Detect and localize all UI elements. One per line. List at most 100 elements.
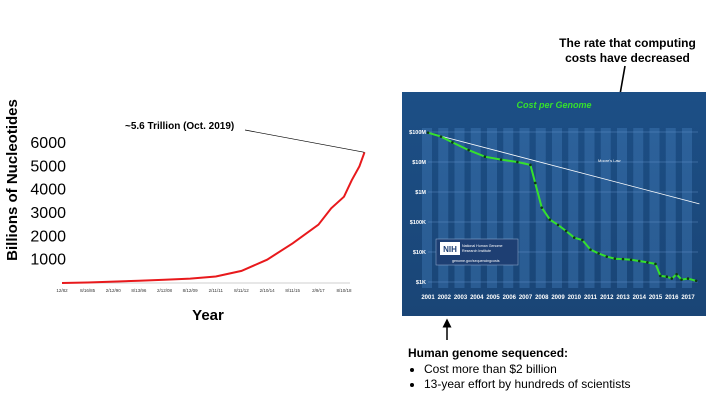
cost-data-point [646,261,649,264]
cost-data-point [451,141,454,144]
x-tick-label: 2013 [616,295,630,301]
x-tick-label: 2/10/14 [260,288,276,293]
x-tick-label: 2/12/08 [157,288,173,293]
x-tick-label: 2/11/11 [209,288,224,293]
year-band [665,128,676,288]
x-tick-label: 2017 [681,295,695,301]
year-band [552,128,562,288]
x-tick-label: 2009 [551,295,565,301]
annotation-label: ~5.6 Trillion (Oct. 2019) [125,121,234,132]
x-tick-label: 8/11/12 [234,288,249,293]
cost-data-point [467,148,470,152]
nih-logo-text: NIH [443,245,457,254]
x-tick-label: 2012 [600,295,614,301]
callout-line-2: costs have decreased [565,51,690,65]
year-band [438,128,449,288]
x-tick-label: 2005 [486,295,500,301]
year-band [649,128,660,288]
x-tick-label: 2/12/90 [106,288,122,293]
year-band [617,128,627,288]
year-band [600,128,611,288]
genome-facts: Human genome sequenced: Cost more than $… [408,346,631,392]
cost-data-point [564,229,568,233]
x-tick-label: 2003 [454,295,468,301]
cost-data-point [483,155,487,159]
facts-heading: Human genome sequenced: [408,346,569,360]
cost-data-point [533,181,537,185]
nucleotides-series-line [61,151,366,284]
x-tick-label: 2011 [584,295,598,301]
cost-data-point [694,279,698,283]
year-2001-arrow [442,318,452,340]
cost-data-point [613,257,617,260]
year-band [487,128,497,288]
nih-logo-icon [440,242,460,255]
x-axis-label: Year [192,307,224,324]
cost-data-point [670,277,674,280]
cost-data-point [680,278,683,281]
y-tick-label-1000: 1000 [30,252,66,269]
year-band [568,128,579,288]
cost-per-genome-chart: $100M$10M$1M$100K$10K$1K 2001 2002 2003 200… [402,92,706,316]
cost-data-point [665,275,669,279]
x-tick-label: 12/82 [56,288,68,293]
year-band [682,128,692,288]
x-tick-label: 2008 [535,295,549,301]
nih-logo-box: NIH National Human Genome Research Insti… [435,238,519,266]
cost-data-point [675,273,678,276]
cost-data-point [589,248,592,251]
cost-data-point [654,262,657,266]
cost-data-point [439,135,443,138]
x-tick-label: 2001 [421,295,435,301]
x-tick-label: 2004 [470,295,484,301]
y-tick-label: $1K [416,280,426,286]
chart-background [402,92,706,316]
y-tick-label: $1M [415,190,426,196]
x-tick-label: 8/10/18 [336,288,352,293]
year-band [519,128,530,288]
year-band [454,128,465,288]
nih-url: genome.gov/sequencingcosts [452,259,500,263]
x-tick-label: 2015 [649,295,663,301]
year-band [503,128,514,288]
x-tick-label: 2016 [665,295,679,301]
x-tick-label: 8/13/96 [131,288,147,293]
moores-law-label: Moore's Law [598,158,621,163]
y-tick-label: $100K [410,220,426,226]
x-tick-label: 2006 [503,295,517,301]
cost-data-point [540,206,544,209]
x-tick-label: 8/12/09 [183,288,199,293]
cost-data-point [499,158,503,161]
cost-data-point [529,163,532,167]
y-tick-label: $100M [409,130,426,136]
y-tick-label: $10M [412,160,426,166]
annotation-leader-line [244,129,365,153]
callout-text: The rate that computing costs have decre… [545,36,710,66]
year-band [470,128,481,288]
x-tick-label: 2010 [568,295,582,301]
x-tick-label: 2007 [519,295,533,301]
y-tick-label-6000: 6000 [30,135,66,152]
x-tick-label: 2/9/17 [312,288,325,293]
x-tick-label: 8/16/85 [80,288,96,293]
cost-data-point [572,236,576,239]
fact-cost: Cost more than $2 billion [424,362,631,377]
year-band [584,128,595,288]
chart-title: Cost per Genome [516,100,591,110]
y-tick-label-3000: 3000 [30,205,66,222]
cost-data-point [556,223,560,227]
x-tick-label: 2002 [438,295,452,301]
y-axis-label: Billions of Nucleotides [4,99,21,261]
x-tick-label: 8/11/15 [285,288,300,293]
nucleotides-chart: 1000 2000 3000 4000 5000 6000 12/82 8/16/85 2/1… [4,99,366,324]
fact-effort: 13-year effort by hundreds of scientists [424,377,631,392]
facts-list: Cost more than $2 billion 13-year effort… [408,362,631,392]
nih-line-2: Research Institute [462,249,491,253]
x-tick-label: 2014 [633,295,647,301]
cost-data-point [637,259,641,263]
y-tick-label-2000: 2000 [30,228,66,245]
cost-data-point [548,218,552,221]
cost-data-point [516,160,519,164]
cost-data-point [659,274,662,278]
year-band [633,128,644,288]
